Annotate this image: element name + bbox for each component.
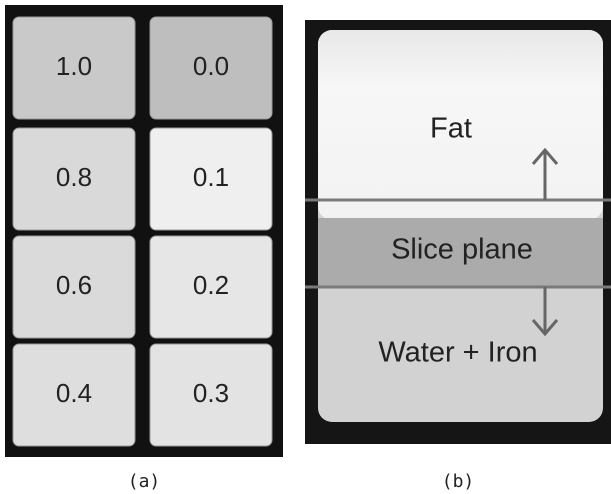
label-fat: Fat xyxy=(430,113,472,145)
cell-label: 0.4 xyxy=(56,378,92,408)
label-slice: Slice plane xyxy=(391,234,533,266)
figure: 1.0 0.0 0.8 0.1 0.6 0.2 0.4 0.3 (a) Fat Slice p… xyxy=(0,0,611,494)
cell-label: 0.1 xyxy=(193,162,229,192)
cell-label: 0.2 xyxy=(193,270,229,300)
cell-label: 0.3 xyxy=(193,378,229,408)
cell-label: 0.0 xyxy=(193,51,229,81)
label-water: Water + Iron xyxy=(378,337,537,369)
caption-b: (b) xyxy=(442,471,475,492)
cell-label: 0.8 xyxy=(56,162,92,192)
caption-a: (a) xyxy=(128,471,161,492)
cell-label: 1.0 xyxy=(56,51,92,81)
cell-label: 0.6 xyxy=(56,270,92,300)
